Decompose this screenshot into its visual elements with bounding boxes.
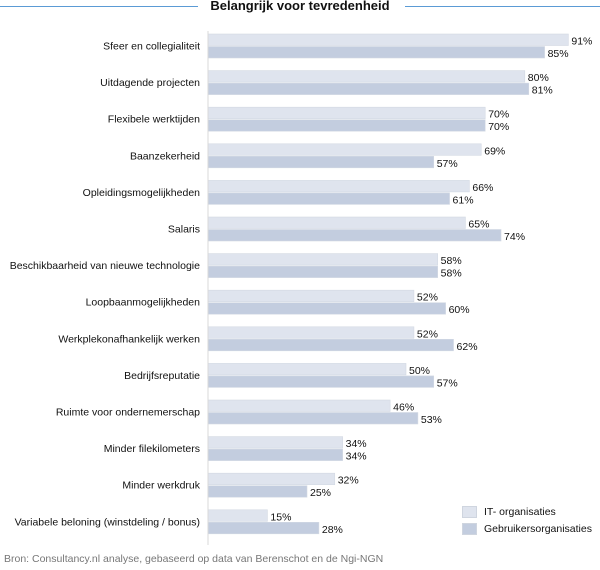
value-label: 58% (441, 268, 462, 280)
category-label: Baanzekerheid (130, 150, 200, 162)
bar-gebruikers (207, 156, 435, 169)
value-label: 69% (484, 145, 505, 157)
legend-item-it: IT- organisaties (462, 503, 592, 520)
bar-it (207, 509, 268, 522)
value-label: 60% (449, 304, 470, 316)
value-label: 65% (468, 219, 489, 231)
category-label: Ruimte voor ondernemerschap (56, 407, 200, 419)
value-label: 28% (322, 524, 343, 536)
bar-gebruikers (207, 521, 320, 535)
value-label: 53% (421, 414, 442, 426)
bar-it (207, 70, 526, 83)
bar-it (207, 253, 438, 266)
bar-gebruikers (207, 302, 446, 315)
bar-gebruikers (207, 82, 530, 95)
category-label: Flexibele werktijden (108, 114, 200, 126)
bar-gebruikers (207, 412, 419, 425)
value-label: 50% (409, 365, 430, 377)
bar-it (207, 472, 336, 486)
value-label: 74% (504, 231, 525, 243)
title-rule-right (405, 6, 600, 7)
category-label: Sfeer en collegialiteit (103, 41, 200, 53)
bar-it (207, 436, 343, 449)
title-rule-left (0, 6, 198, 7)
bar-gebruikers (207, 448, 343, 461)
value-label: 57% (437, 158, 458, 170)
value-label: 66% (472, 182, 493, 194)
bar-it (207, 326, 415, 339)
value-label: 52% (417, 292, 438, 304)
value-label: 80% (528, 72, 549, 84)
bar-it (207, 33, 569, 46)
category-label: Loopbaanmogelijkheden (86, 297, 201, 309)
bar-it (207, 106, 486, 119)
category-label: Werkplekonafhankelijk werken (58, 333, 200, 345)
legend-swatch-it (462, 505, 477, 518)
bar-gebruikers (207, 119, 486, 132)
bar-it (207, 363, 407, 376)
value-label: 52% (417, 328, 438, 340)
bar-chart: Sfeer en collegialiteit 91%85% Uitdagende … (10, 31, 592, 545)
category-label: Beschikbaarheid van nieuwe technologie (10, 260, 200, 272)
value-label: 70% (488, 121, 509, 133)
category-label: Salaris (168, 224, 200, 236)
legend-item-gebruikers: Gebruikersorganisaties (462, 520, 592, 537)
value-label: 32% (338, 475, 359, 487)
bar-it (207, 216, 466, 229)
bar-gebruikers (207, 338, 454, 352)
value-label: 25% (310, 487, 331, 499)
value-label: 46% (393, 402, 414, 414)
chart-title: Belangrijk voor tevredenheid (210, 0, 390, 13)
value-label: 15% (270, 511, 291, 523)
bar-gebruikers (207, 265, 438, 278)
bar-it (207, 399, 391, 412)
value-label: 70% (488, 109, 509, 121)
value-label: 58% (441, 255, 462, 267)
category-label: Minder werkdruk (122, 480, 200, 492)
value-label: 34% (346, 451, 367, 463)
value-label: 62% (457, 341, 478, 353)
value-label: 57% (437, 377, 458, 389)
category-label: Variabele beloning (winstdeling / bonus) (15, 516, 200, 528)
category-label: Opleidingsmogelijkheden (83, 187, 200, 199)
category-label: Bedrijfsreputatie (124, 370, 200, 382)
value-label: 81% (532, 85, 553, 97)
legend-label-gebruikers: Gebruikersorganisaties (484, 522, 592, 535)
legend: IT- organisaties Gebruikersorganisaties (462, 503, 592, 537)
legend-swatch-gebruikers (462, 522, 477, 535)
bar-it (207, 143, 482, 156)
bar-gebruikers (207, 46, 545, 59)
value-label: 34% (346, 438, 367, 450)
bar-gebruikers (207, 485, 308, 498)
bar-gebruikers (207, 375, 435, 388)
value-label: 91% (571, 36, 592, 48)
bar-it (207, 289, 415, 303)
bar-gebruikers (207, 192, 450, 205)
source-footer: Bron: Consultancy.nl analyse, gebaseerd … (4, 553, 384, 565)
bar-gebruikers (207, 229, 502, 242)
legend-label-it: IT- organisaties (484, 505, 556, 518)
category-label: Uitdagende projecten (100, 77, 200, 89)
bar-it (207, 180, 470, 193)
category-label: Minder filekilometers (104, 443, 200, 455)
value-label: 61% (453, 194, 474, 206)
value-label: 85% (548, 48, 569, 60)
